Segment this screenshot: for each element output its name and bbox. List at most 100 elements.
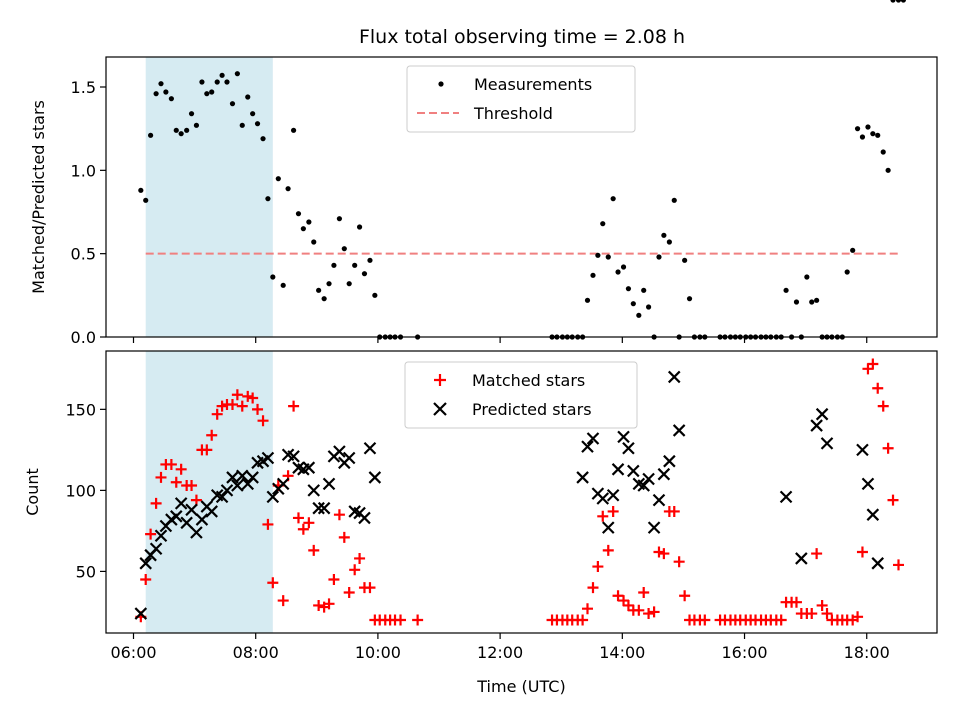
matched-star-point: [775, 614, 787, 626]
measurement-point: [804, 274, 810, 280]
predicted-star-point: [342, 451, 356, 465]
measurement-point: [895, 0, 902, 3]
measurement-point: [239, 122, 245, 128]
count-y-label: Count: [23, 468, 42, 516]
measurement-point: [316, 287, 322, 293]
measurement-point: [854, 126, 861, 132]
measurement-point: [793, 299, 800, 305]
measurement-point: [859, 134, 866, 140]
measurement-point: [610, 196, 616, 202]
predicted-star-point: [169, 510, 183, 523]
count-x-ticks: 06:00 08:00 10:00 12:00 14:00 16:00 18:00: [110, 633, 890, 662]
count-y-ticks: 50 100 150: [65, 400, 106, 581]
measurement-point: [193, 122, 200, 128]
predicted-star-point: [134, 607, 148, 620]
matched-star-point: [165, 458, 177, 470]
measurement-point: [300, 226, 306, 232]
predicted-star-point: [581, 440, 594, 453]
matched-star-point: [412, 614, 424, 626]
matched-star-point: [581, 603, 593, 615]
matched-star-point: [395, 614, 407, 626]
measurement-point: [285, 186, 291, 192]
measurement-point: [615, 269, 621, 275]
matched-star-point: [673, 556, 685, 568]
ratio-y-label: Matched/Predicted stars: [29, 100, 48, 294]
measurement-point: [352, 262, 358, 268]
measurement-point: [636, 312, 642, 318]
measurement-point: [661, 232, 667, 238]
matched-star-point: [297, 523, 309, 535]
measurement-point: [336, 216, 343, 222]
matched-star-point: [328, 574, 340, 586]
matched-star-point: [862, 363, 874, 375]
measurement-point: [229, 101, 236, 107]
measurement-points: [138, 0, 906, 340]
matched-star-point: [852, 611, 864, 623]
predicted-star-point: [861, 477, 875, 491]
predicted-star-point: [667, 370, 681, 384]
measurement-point: [361, 271, 368, 277]
matched-star-point: [313, 599, 325, 611]
matched-star-point: [821, 608, 833, 620]
y-tick-label: 1.5: [71, 78, 96, 97]
matched-star-point: [288, 400, 300, 412]
predicted-star-point: [154, 529, 168, 543]
predicted-star-point: [312, 501, 325, 515]
matched-star-point: [145, 528, 157, 540]
predicted-star-point: [220, 484, 234, 497]
predicted-star-point: [657, 467, 671, 481]
matched-star-point: [653, 546, 665, 558]
x-tick-label: 18:00: [844, 643, 890, 662]
measurement-point: [311, 239, 317, 245]
measurement-point: [590, 272, 596, 278]
predicted-star-point: [180, 516, 193, 530]
matched-star-point: [607, 505, 619, 517]
measurement-point: [372, 292, 378, 298]
predicted-star-point: [795, 552, 808, 565]
ratio-legend: Measurements Threshold: [406, 65, 636, 133]
matched-star-point: [856, 546, 868, 558]
matched-star-point: [247, 392, 259, 404]
measurement-point: [143, 197, 149, 203]
predicted-star-point: [622, 441, 635, 455]
measurement-point: [885, 167, 891, 173]
x-axis-label: Time (UTC): [476, 677, 565, 696]
measurement-point: [900, 0, 906, 3]
predicted-star-point: [231, 479, 244, 492]
measurement-point: [260, 136, 266, 142]
matched-star-point: [587, 582, 599, 594]
matched-star-point: [323, 598, 335, 610]
ratio-y-ticks: 0.0 0.5 1.0 1.5: [71, 78, 106, 347]
matched-star-point: [633, 604, 645, 616]
predicted-star-point: [586, 432, 600, 445]
measurement-point: [234, 71, 240, 77]
measurement-point: [865, 124, 871, 130]
x-tick-label: 16:00: [721, 643, 767, 662]
matched-star-point: [277, 595, 289, 607]
measurement-point: [682, 257, 688, 263]
measurement-point: [163, 89, 169, 95]
measurement-point: [666, 239, 672, 245]
measurement-point: [295, 211, 302, 217]
predicted-star-point: [235, 469, 249, 483]
predicted-star-point: [358, 511, 371, 525]
x-tick-label: 06:00: [110, 643, 156, 662]
measurement-point: [875, 132, 881, 138]
measurement-point: [331, 262, 337, 268]
matched-star-point: [333, 509, 345, 521]
y-tick-label: 0.0: [71, 328, 96, 347]
matched-star-point: [811, 548, 823, 560]
measurement-point: [844, 269, 850, 275]
measurement-point: [367, 257, 373, 263]
predicted-star-point: [601, 521, 615, 534]
matched-star-point: [592, 561, 604, 573]
predicted-star-point: [174, 497, 188, 510]
predicted-star-point: [317, 501, 331, 515]
measurement-point: [605, 254, 611, 260]
predicted-star-point: [363, 441, 377, 455]
predicted-star-point: [637, 479, 650, 492]
measurement-point: [600, 221, 606, 227]
predicted-star-point: [226, 471, 239, 484]
ratio-axes-frame: [105, 56, 938, 338]
predicted-star-point: [663, 454, 676, 468]
